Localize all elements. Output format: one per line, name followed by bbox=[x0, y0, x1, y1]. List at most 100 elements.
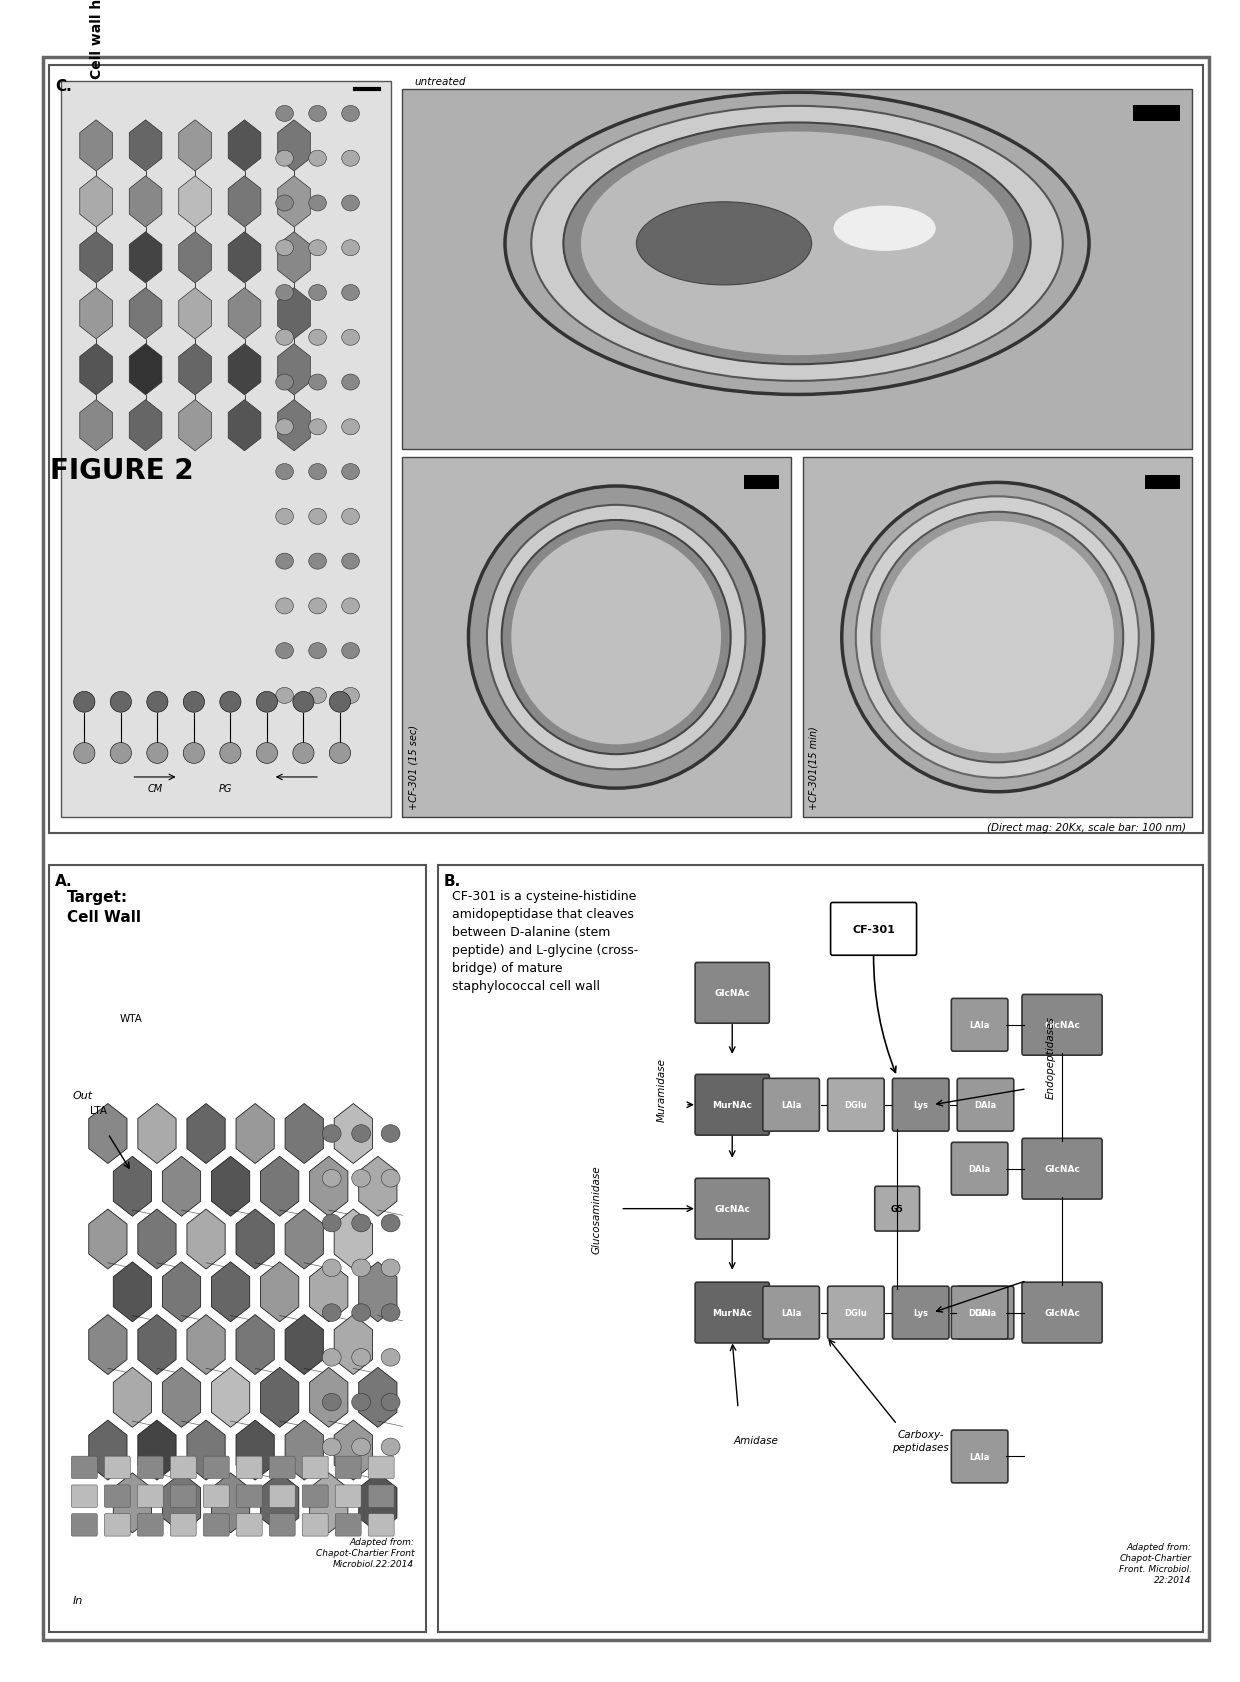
Text: Target:
Cell Wall: Target: Cell Wall bbox=[67, 890, 140, 923]
FancyBboxPatch shape bbox=[170, 1457, 196, 1478]
FancyBboxPatch shape bbox=[951, 999, 1008, 1051]
FancyBboxPatch shape bbox=[696, 1282, 769, 1344]
Text: (Direct mag: 20Kx, scale bar: 100 nm): (Direct mag: 20Kx, scale bar: 100 nm) bbox=[987, 822, 1185, 833]
Ellipse shape bbox=[511, 530, 722, 745]
FancyBboxPatch shape bbox=[237, 1514, 262, 1536]
Text: Lys: Lys bbox=[913, 1309, 929, 1317]
Ellipse shape bbox=[309, 643, 326, 659]
FancyBboxPatch shape bbox=[696, 962, 769, 1024]
Ellipse shape bbox=[275, 241, 294, 257]
Text: A.: A. bbox=[55, 873, 72, 888]
Ellipse shape bbox=[322, 1214, 341, 1233]
Text: GlcNAc: GlcNAc bbox=[1044, 1164, 1080, 1174]
Ellipse shape bbox=[309, 106, 326, 123]
FancyBboxPatch shape bbox=[1022, 1282, 1102, 1344]
Ellipse shape bbox=[73, 691, 95, 713]
Text: In: In bbox=[72, 1596, 83, 1605]
Bar bbox=[744, 476, 780, 489]
Ellipse shape bbox=[309, 464, 326, 481]
FancyBboxPatch shape bbox=[1022, 994, 1102, 1056]
Ellipse shape bbox=[184, 691, 205, 713]
Text: DGlu: DGlu bbox=[844, 1309, 867, 1317]
Ellipse shape bbox=[309, 510, 326, 525]
FancyBboxPatch shape bbox=[893, 1078, 949, 1132]
Ellipse shape bbox=[219, 691, 241, 713]
Ellipse shape bbox=[381, 1349, 401, 1366]
Ellipse shape bbox=[146, 743, 167, 764]
FancyBboxPatch shape bbox=[763, 1287, 820, 1339]
Ellipse shape bbox=[257, 743, 278, 764]
FancyBboxPatch shape bbox=[827, 1287, 884, 1339]
FancyBboxPatch shape bbox=[763, 1078, 820, 1132]
Ellipse shape bbox=[381, 1125, 401, 1142]
Text: LAla: LAla bbox=[781, 1309, 801, 1317]
Ellipse shape bbox=[322, 1393, 341, 1411]
FancyBboxPatch shape bbox=[696, 1179, 769, 1240]
FancyBboxPatch shape bbox=[335, 1514, 361, 1536]
Text: GlcNAc: GlcNAc bbox=[1044, 1021, 1080, 1029]
Ellipse shape bbox=[275, 688, 294, 705]
Text: MurNAc: MurNAc bbox=[712, 1100, 753, 1110]
Text: +CF-301(15 min): +CF-301(15 min) bbox=[808, 725, 818, 809]
Ellipse shape bbox=[342, 195, 360, 212]
FancyBboxPatch shape bbox=[951, 1430, 1008, 1484]
FancyBboxPatch shape bbox=[893, 1287, 949, 1339]
Text: LAla: LAla bbox=[970, 1021, 990, 1029]
Ellipse shape bbox=[352, 1393, 371, 1411]
Text: Amidase: Amidase bbox=[733, 1436, 779, 1445]
FancyBboxPatch shape bbox=[269, 1485, 295, 1507]
Text: CM: CM bbox=[148, 784, 162, 794]
Text: C.: C. bbox=[55, 79, 72, 94]
Text: GlcNAc: GlcNAc bbox=[714, 1204, 750, 1213]
Text: Carboxy-
peptidases: Carboxy- peptidases bbox=[893, 1430, 949, 1452]
Text: Endopeptidases: Endopeptidases bbox=[1045, 1016, 1055, 1098]
Text: GlcNAc: GlcNAc bbox=[714, 989, 750, 997]
Text: Out: Out bbox=[72, 1090, 93, 1100]
FancyBboxPatch shape bbox=[335, 1485, 361, 1507]
FancyBboxPatch shape bbox=[138, 1514, 164, 1536]
Ellipse shape bbox=[342, 286, 360, 301]
Ellipse shape bbox=[342, 643, 360, 659]
Ellipse shape bbox=[275, 510, 294, 525]
Ellipse shape bbox=[275, 464, 294, 481]
Text: +CF-301 (15 sec): +CF-301 (15 sec) bbox=[408, 725, 418, 809]
Ellipse shape bbox=[322, 1349, 341, 1366]
Ellipse shape bbox=[381, 1304, 401, 1322]
Ellipse shape bbox=[342, 375, 360, 390]
Ellipse shape bbox=[636, 202, 812, 286]
Ellipse shape bbox=[146, 691, 167, 713]
Text: B.: B. bbox=[444, 873, 461, 888]
Ellipse shape bbox=[342, 464, 360, 481]
FancyBboxPatch shape bbox=[303, 1514, 329, 1536]
Ellipse shape bbox=[184, 743, 205, 764]
FancyBboxPatch shape bbox=[138, 1457, 164, 1478]
FancyBboxPatch shape bbox=[269, 1514, 295, 1536]
Ellipse shape bbox=[293, 691, 314, 713]
FancyBboxPatch shape bbox=[335, 1457, 361, 1478]
Ellipse shape bbox=[352, 1169, 371, 1187]
Ellipse shape bbox=[381, 1260, 401, 1277]
Ellipse shape bbox=[219, 743, 241, 764]
FancyBboxPatch shape bbox=[957, 1078, 1014, 1132]
FancyBboxPatch shape bbox=[402, 91, 1192, 449]
Ellipse shape bbox=[309, 553, 326, 570]
FancyBboxPatch shape bbox=[72, 1457, 97, 1478]
Ellipse shape bbox=[110, 691, 131, 713]
Text: LAla: LAla bbox=[970, 1452, 990, 1462]
FancyBboxPatch shape bbox=[303, 1457, 329, 1478]
FancyBboxPatch shape bbox=[61, 82, 391, 817]
FancyBboxPatch shape bbox=[368, 1457, 394, 1478]
FancyBboxPatch shape bbox=[72, 1514, 97, 1536]
Text: DGlu: DGlu bbox=[844, 1100, 867, 1110]
Ellipse shape bbox=[505, 93, 1089, 395]
Text: LAla: LAla bbox=[781, 1100, 801, 1110]
Text: DAla: DAla bbox=[975, 1100, 997, 1110]
Ellipse shape bbox=[381, 1169, 401, 1187]
Ellipse shape bbox=[309, 241, 326, 257]
FancyBboxPatch shape bbox=[170, 1485, 196, 1507]
Text: LTA: LTA bbox=[91, 1105, 107, 1115]
Ellipse shape bbox=[342, 553, 360, 570]
FancyBboxPatch shape bbox=[696, 1075, 769, 1135]
FancyBboxPatch shape bbox=[303, 1485, 329, 1507]
Bar bbox=[1133, 106, 1179, 123]
